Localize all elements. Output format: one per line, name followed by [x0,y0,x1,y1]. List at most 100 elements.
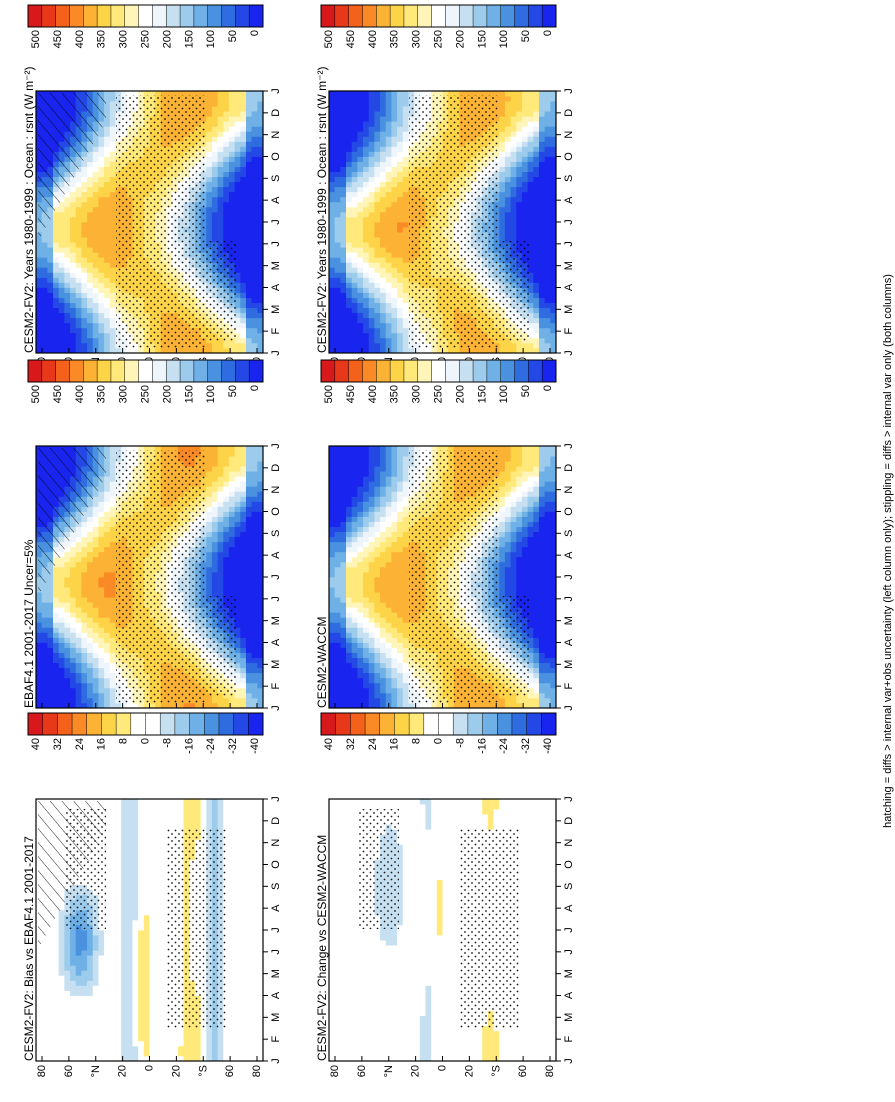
colorbar-label: 50 [520,385,532,397]
month-tick-label: M [563,1013,575,1022]
colorbar-label: 16 [389,738,401,750]
colorbar-segment [459,360,474,382]
month-tick-label: A [270,991,282,999]
colorbar-segment [321,360,336,382]
colorbar-label: 450 [52,385,64,403]
colorbar-label: 100 [498,385,510,403]
colorbar-label: 350 [389,30,401,48]
colorbar-label: -32 [520,738,532,754]
month-tick-label: F [270,683,282,690]
month-tick-label: S [563,175,575,182]
colorbar-segment [362,5,377,27]
colorbar-label: 100 [205,385,217,403]
month-tick-label: O [270,860,282,869]
month-tick-label: J [563,88,575,94]
lat-tick-label: 60 [63,1065,75,1077]
stippling [409,450,529,704]
month-tick-label: N [270,131,282,139]
month-tick-label: O [270,152,282,161]
colorbar-segment [28,360,43,382]
colorbar-segment [321,5,336,27]
colorbar-segment [467,713,483,735]
month-tick-label: J [563,949,575,955]
colorbar-segment [180,5,195,27]
colorbar-label: 300 [118,30,130,48]
month-tick-label: O [563,152,575,161]
colorbar-segment [124,360,139,382]
colorbar-label: 0 [542,385,554,391]
colorbar-label: -32 [227,738,239,754]
colorbar-label: -8 [161,738,173,748]
colorbar-label: 100 [205,30,217,48]
colorbar-segment [221,5,236,27]
month-tick-label: D [563,109,575,117]
colorbar-segment [321,713,336,735]
colorbar-label: 150 [183,385,195,403]
colorbar-segment [403,360,419,382]
colorbar-segment [334,360,349,382]
colorbar-segment [376,5,391,27]
hatching [38,801,106,949]
month-tick-label: J [270,574,282,580]
colorbar-label: 50 [227,30,239,42]
month-tick-label: S [563,883,575,890]
colorbar-segment [28,713,43,735]
colorbar-segment [409,713,425,735]
month-tick-label: J [270,443,282,449]
colorbar-label: 32 [52,738,64,750]
month-tick-label: A [563,551,575,559]
colorbar-segment [138,360,153,382]
month-tick-label: J [563,219,575,225]
lat-tick-label: 60 [224,1065,236,1077]
colorbar-segment [390,360,405,382]
month-tick-label: D [270,817,282,825]
month-tick-label: A [270,196,282,204]
stippling [409,95,529,349]
colorbar-segment [55,5,70,27]
colorbar-segment [348,5,363,27]
colorbar-segment [486,360,502,382]
colorbar-label: -24 [205,738,217,754]
month-tick-label: F [270,328,282,335]
colorbar-segment [542,5,557,27]
month-tick-label: J [270,927,282,933]
colorbar-segment [362,360,377,382]
colorbar-label: 500 [30,30,42,48]
month-tick-label: D [563,817,575,825]
colorbar-label: 400 [74,30,86,48]
colorbar-segment [218,713,234,735]
colorbar-segment [249,5,264,27]
colorbar-label: -16 [476,738,488,754]
month-tick-label: N [270,839,282,847]
colorbar-label: 500 [323,30,335,48]
lat-tick-label: 20 [170,1065,182,1077]
colorbar-segment [542,360,557,382]
colorbar-segment [335,713,351,735]
panel-title: CESM2-FV2: Years 1980-1999 : Ocean : rsn… [22,67,36,353]
colorbar-segment [528,360,543,382]
colorbar-segment [83,5,98,27]
colorbar-label: 350 [389,385,401,403]
month-tick-label: A [563,991,575,999]
colorbar-label: 200 [454,385,466,403]
month-tick-label: J [270,350,282,356]
colorbar-segment [403,5,419,27]
month-tick-label: J [563,350,575,356]
month-tick-label: M [270,660,282,669]
lat-tick-label: 0 [144,1065,156,1071]
month-tick-label: F [563,328,575,335]
month-tick-label: J [270,1058,282,1064]
month-tick-label: A [270,904,282,912]
month-tick-label: N [563,131,575,139]
colorbar-label: -16 [183,738,195,754]
colorbar-label: 24 [367,738,379,750]
colorbar-segment [57,713,73,735]
colorbar-segment [431,360,446,382]
colorbar-segment [69,360,84,382]
colorbar-segment [431,5,446,27]
colorbar-label: 300 [118,385,130,403]
colorbar-segment [138,5,153,27]
colorbar-segment [97,5,112,27]
lat-tick-label: °S [490,1065,502,1077]
